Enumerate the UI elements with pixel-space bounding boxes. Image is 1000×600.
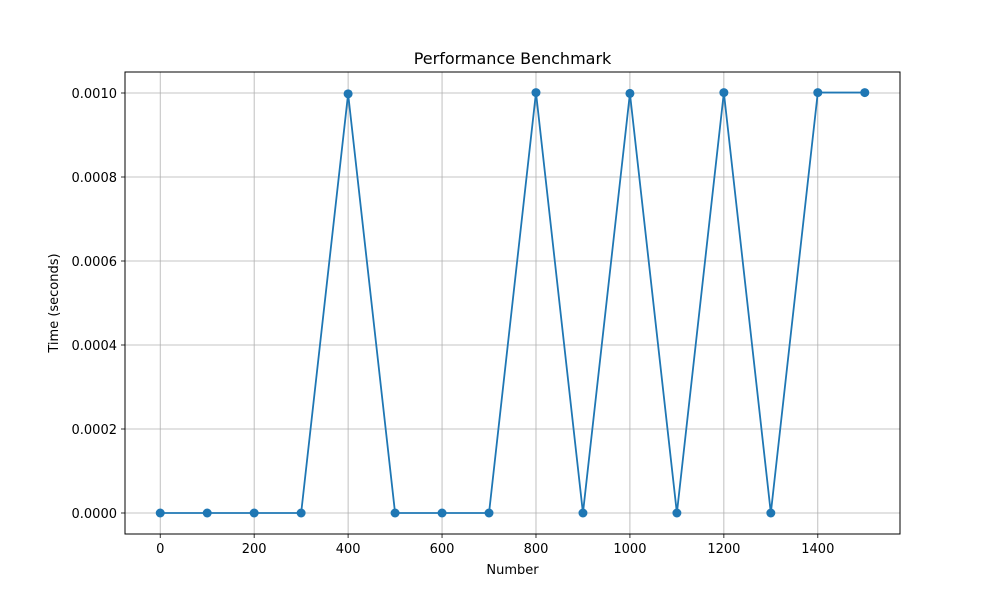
- series-layer: [155, 88, 870, 518]
- plot-frame: [124, 71, 901, 535]
- y-tick-label: 0.0004: [72, 339, 118, 354]
- data-point: [813, 88, 823, 98]
- y-tick-label: 0.0006: [72, 255, 118, 270]
- data-point: [860, 88, 870, 98]
- data-point: [625, 88, 635, 98]
- data-point: [202, 508, 212, 518]
- x-tick-label: 1000: [613, 542, 646, 557]
- data-point: [672, 508, 682, 518]
- data-point: [249, 508, 259, 518]
- data-point: [719, 88, 729, 98]
- series-line: [160, 91, 865, 514]
- grid: [125, 72, 900, 534]
- data-point: [531, 88, 541, 98]
- x-tick-label: 1200: [707, 542, 740, 557]
- data-point: [766, 508, 776, 518]
- data-point: [484, 508, 494, 518]
- x-tick-label: 0: [156, 542, 164, 557]
- x-tick-label: 400: [336, 542, 361, 557]
- ticks: 0 200 400 600 800 1000 1200 1400 0.0000 0.0002 0.0…: [72, 87, 835, 557]
- y-tick-label: 0.0000: [72, 507, 118, 522]
- data-point: [390, 508, 400, 518]
- x-tick-label: 600: [430, 542, 455, 557]
- data-point: [578, 508, 588, 518]
- data-point: [155, 508, 165, 518]
- y-axis-title: Time (seconds): [47, 253, 62, 353]
- data-point: [296, 508, 306, 518]
- y-tick-label: 0.0002: [72, 423, 118, 438]
- chart-title: Performance Benchmark: [414, 49, 612, 68]
- x-tick-label: 1400: [801, 542, 834, 557]
- y-tick-label: 0.0010: [72, 87, 118, 102]
- data-point: [437, 508, 447, 518]
- y-tick-label: 0.0008: [72, 171, 118, 186]
- x-axis-title: Number: [486, 563, 539, 578]
- x-tick-label: 800: [524, 542, 549, 557]
- x-tick-label: 200: [242, 542, 267, 557]
- data-point: [343, 89, 353, 99]
